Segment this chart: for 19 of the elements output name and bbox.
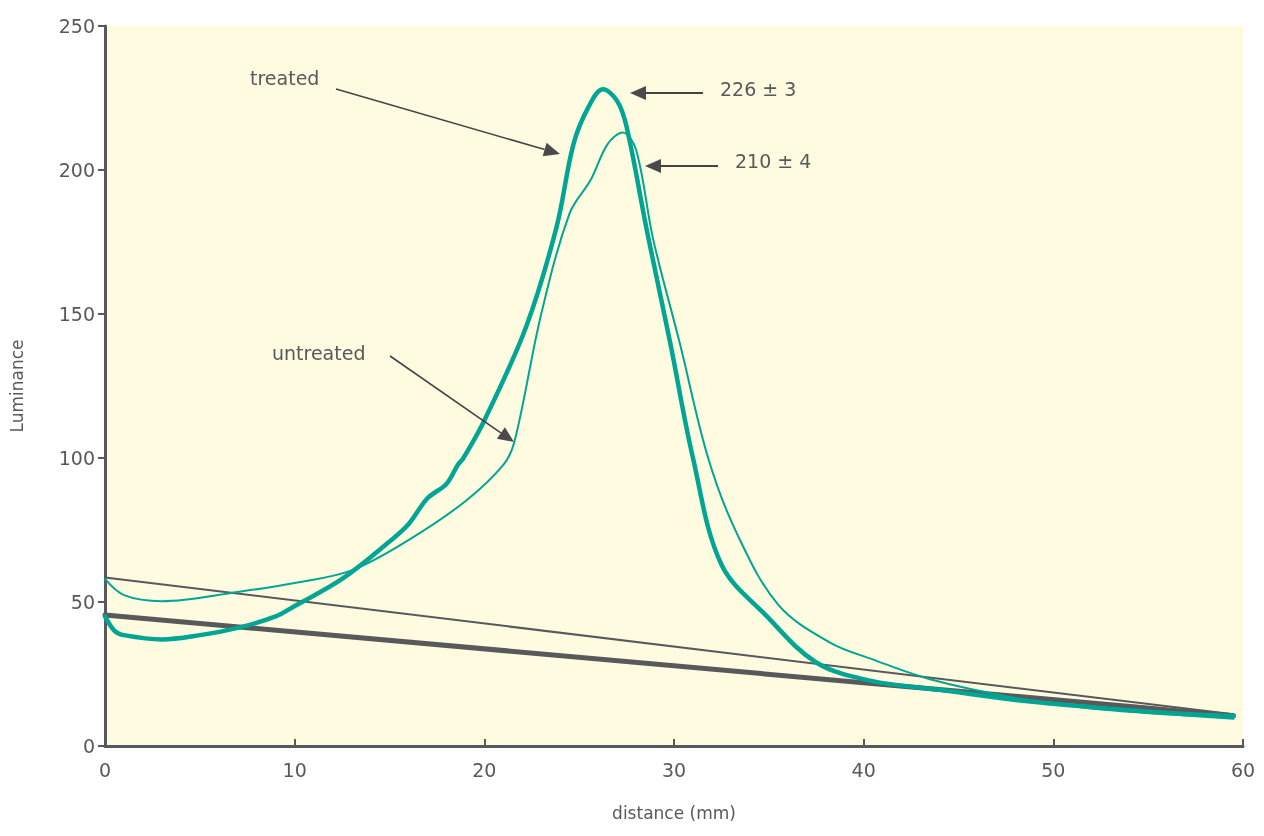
y-tick-label: 250 bbox=[58, 15, 95, 37]
annotation: 210 ± 4 bbox=[735, 149, 812, 172]
x-tick-label: 10 bbox=[282, 758, 307, 781]
annotation: untreated bbox=[272, 341, 366, 364]
annotation: 226 ± 3 bbox=[720, 77, 797, 100]
x-tick-label: 0 bbox=[98, 758, 112, 781]
x-tick-label: 20 bbox=[472, 758, 497, 781]
x-tick-label: 30 bbox=[661, 758, 687, 781]
x-tick-label: 60 bbox=[1230, 758, 1256, 781]
y-axis-title: Luminance bbox=[6, 339, 27, 433]
x-axis-title: distance (mm) bbox=[612, 802, 736, 823]
y-tick-label: 50 bbox=[70, 591, 95, 613]
annotation: treated bbox=[250, 66, 320, 89]
y-tick-label: 150 bbox=[58, 303, 95, 325]
x-tick-label: 50 bbox=[1041, 758, 1066, 781]
y-tick-label: 200 bbox=[58, 159, 95, 181]
x-tick-label: 40 bbox=[851, 758, 876, 781]
y-tick-label: 100 bbox=[58, 447, 95, 469]
y-tick-label: 0 bbox=[82, 735, 95, 757]
